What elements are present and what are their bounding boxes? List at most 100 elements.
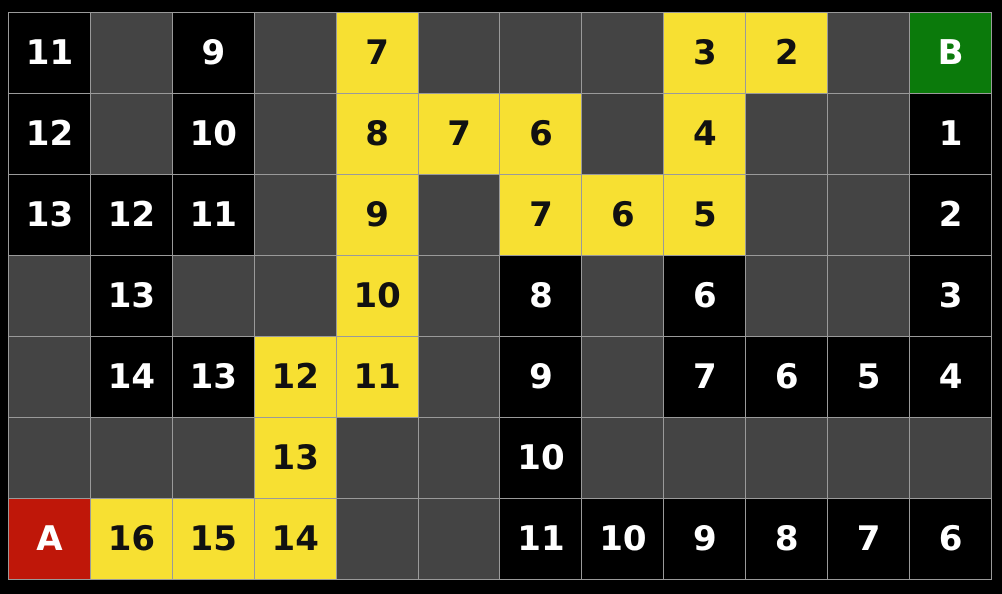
- path-cell-r5-c3[interactable]: 13: [254, 418, 336, 498]
- cell-label: 12: [25, 114, 74, 154]
- path-cell-r4-c4[interactable]: 11: [336, 337, 418, 417]
- open-cell-r4-c10[interactable]: 5: [828, 337, 910, 417]
- open-cell-r6-c6[interactable]: 11: [500, 499, 582, 579]
- open-cell-r2-c0[interactable]: 13: [9, 175, 90, 255]
- cell-label: 3: [938, 276, 963, 316]
- wall-cell-r1-c10: [828, 94, 910, 174]
- cell-label: 10: [353, 276, 401, 316]
- path-cell-r0-c4[interactable]: 7: [336, 13, 418, 93]
- cell-label: 16: [107, 519, 156, 559]
- open-cell-r0-c2[interactable]: 9: [172, 13, 254, 93]
- open-cell-r4-c9[interactable]: 6: [746, 337, 828, 417]
- open-cell-r0-c0[interactable]: 11: [9, 13, 90, 93]
- open-cell-r4-c8[interactable]: 7: [664, 337, 746, 417]
- wall-cell-r0-c7: [582, 13, 664, 93]
- cell-label: 10: [189, 114, 237, 154]
- wall-cell-r1-c9: [746, 94, 828, 174]
- cell-label: 9: [529, 357, 553, 397]
- cell-label: 7: [692, 357, 717, 397]
- open-cell-r4-c1[interactable]: 14: [90, 337, 172, 417]
- wall-cell-r3-c7: [582, 256, 664, 336]
- cell-label: 4: [692, 114, 717, 154]
- open-cell-r6-c7[interactable]: 10: [582, 499, 664, 579]
- cell-label: 13: [25, 195, 74, 235]
- wall-cell-r1-c1: [90, 94, 172, 174]
- path-cell-r2-c4[interactable]: 9: [336, 175, 418, 255]
- path-cell-r1-c4[interactable]: 8: [336, 94, 418, 174]
- cell-label: B: [937, 33, 964, 73]
- wall-cell-r5-c5: [418, 418, 500, 498]
- wall-cell-r5-c10: [828, 418, 910, 498]
- path-cell-r3-c4[interactable]: 10: [336, 256, 418, 336]
- cell-label: 13: [271, 438, 319, 478]
- wall-cell-r0-c6: [500, 13, 582, 93]
- open-cell-r1-c0[interactable]: 12: [9, 94, 90, 174]
- cell-label: 8: [774, 519, 799, 559]
- path-cell-r2-c6[interactable]: 7: [500, 175, 582, 255]
- open-cell-r5-c6[interactable]: 10: [500, 418, 582, 498]
- cell-label: 10: [599, 519, 647, 559]
- open-cell-r6-c9[interactable]: 8: [746, 499, 828, 579]
- open-cell-r6-c10[interactable]: 7: [828, 499, 910, 579]
- cell-label: 15: [189, 519, 237, 559]
- wall-cell-r2-c9: [746, 175, 828, 255]
- wall-cell-r3-c3: [254, 256, 336, 336]
- cell-label: 2: [938, 195, 963, 235]
- open-cell-r3-c6[interactable]: 8: [500, 256, 582, 336]
- wall-cell-r0-c5: [418, 13, 500, 93]
- path-cell-r1-c5[interactable]: 7: [418, 94, 500, 174]
- cell-label: A: [36, 519, 63, 559]
- cell-label: 2: [774, 33, 799, 73]
- wall-cell-r4-c5: [418, 337, 500, 417]
- wall-cell-r4-c0: [9, 337, 90, 417]
- cell-label: 1: [938, 114, 963, 154]
- wall-cell-r3-c9: [746, 256, 828, 336]
- path-cell-r6-c2[interactable]: 15: [172, 499, 254, 579]
- start-cell-r6-c0[interactable]: A: [9, 499, 90, 579]
- wall-cell-r3-c10: [828, 256, 910, 336]
- wall-cell-r3-c5: [418, 256, 500, 336]
- cell-label: 7: [365, 33, 389, 73]
- open-cell-r1-c11[interactable]: 1: [910, 94, 991, 174]
- goal-cell-r0-c11[interactable]: B: [910, 13, 991, 93]
- open-cell-r3-c8[interactable]: 6: [664, 256, 746, 336]
- path-cell-r2-c8[interactable]: 5: [664, 175, 746, 255]
- open-cell-r1-c2[interactable]: 10: [172, 94, 254, 174]
- cell-label: 5: [856, 357, 881, 397]
- open-cell-r3-c1[interactable]: 13: [90, 256, 172, 336]
- wall-cell-r5-c9: [746, 418, 828, 498]
- open-cell-r6-c11[interactable]: 6: [910, 499, 991, 579]
- cell-label: 3: [692, 33, 717, 73]
- cell-label: 6: [938, 519, 963, 559]
- open-cell-r4-c2[interactable]: 13: [172, 337, 254, 417]
- path-cell-r1-c8[interactable]: 4: [664, 94, 746, 174]
- cell-label: 12: [107, 195, 156, 235]
- open-cell-r4-c11[interactable]: 4: [910, 337, 991, 417]
- wall-cell-r0-c3: [254, 13, 336, 93]
- path-cell-r6-c3[interactable]: 14: [254, 499, 336, 579]
- wall-cell-r0-c10: [828, 13, 910, 93]
- cell-label: 6: [692, 276, 717, 316]
- path-cell-r6-c1[interactable]: 16: [90, 499, 172, 579]
- cell-label: 6: [611, 195, 635, 235]
- open-cell-r3-c11[interactable]: 3: [910, 256, 991, 336]
- wall-cell-r5-c11: [910, 418, 991, 498]
- open-cell-r2-c11[interactable]: 2: [910, 175, 991, 255]
- open-cell-r4-c6[interactable]: 9: [500, 337, 582, 417]
- cell-label: 8: [529, 276, 553, 316]
- wall-cell-r6-c5: [418, 499, 500, 579]
- wall-cell-r5-c1: [90, 418, 172, 498]
- wall-cell-r5-c4: [336, 418, 418, 498]
- wall-cell-r1-c3: [254, 94, 336, 174]
- path-cell-r1-c6[interactable]: 6: [500, 94, 582, 174]
- open-cell-r6-c8[interactable]: 9: [664, 499, 746, 579]
- open-cell-r2-c1[interactable]: 12: [90, 175, 172, 255]
- cell-label: 14: [107, 357, 156, 397]
- open-cell-r2-c2[interactable]: 11: [172, 175, 254, 255]
- path-cell-r2-c7[interactable]: 6: [582, 175, 664, 255]
- cell-label: 5: [692, 195, 717, 235]
- path-cell-r0-c8[interactable]: 3: [664, 13, 746, 93]
- path-cell-r0-c9[interactable]: 2: [746, 13, 828, 93]
- cell-label: 7: [529, 195, 553, 235]
- path-cell-r4-c3[interactable]: 12: [254, 337, 336, 417]
